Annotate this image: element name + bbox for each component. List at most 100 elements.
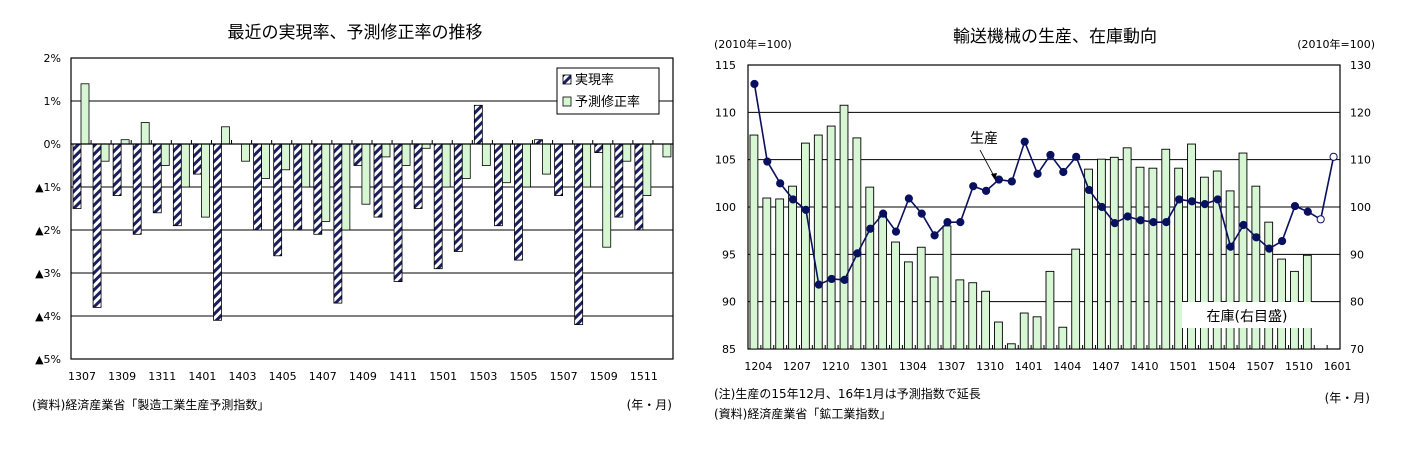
- realized-bar: [112, 143, 122, 196]
- x-tick-label: 1404: [1053, 360, 1081, 373]
- production-point: [1033, 169, 1042, 178]
- right-chart-panel: 輸送機械の生産、在庫動向 (2010年=100) (2010年=100) 115…: [700, 0, 1410, 455]
- production-arrow-icon: [979, 149, 996, 179]
- x-tick-label: 1601: [1324, 360, 1352, 373]
- production-point: [943, 218, 952, 227]
- x-tick-label: 1503: [469, 370, 497, 383]
- inventory-bar: [813, 134, 823, 350]
- inventory-bar: [788, 185, 797, 350]
- production-point: [1123, 212, 1132, 221]
- inventory-bar: [1122, 147, 1132, 350]
- realized-bar: [514, 143, 523, 261]
- revision-bar: [140, 122, 150, 145]
- right-y-tick-label: 110: [1350, 154, 1371, 167]
- realized-bar: [433, 143, 443, 270]
- inventory-bar: [1225, 190, 1235, 350]
- revision-bar: [180, 143, 190, 188]
- production-point: [776, 179, 785, 188]
- inventory-bar: [942, 225, 952, 350]
- x-tick-label: 1311: [148, 370, 176, 383]
- realized-bar: [574, 143, 584, 326]
- production-point: [1007, 177, 1016, 186]
- inventory-bar: [1097, 158, 1106, 350]
- arrowhead-icon: [991, 173, 997, 180]
- left-y-tick-label: 105: [715, 154, 736, 167]
- inventory-label: 在庫(右目盛): [1207, 308, 1288, 325]
- production-point: [956, 218, 965, 227]
- production-point: [827, 274, 836, 284]
- revision-bar: [200, 143, 210, 218]
- inventory-bar: [1199, 176, 1209, 350]
- production-point: [1213, 195, 1222, 204]
- y-tick-label: ▲3%: [35, 267, 61, 280]
- x-tick-label: 1507: [550, 370, 578, 383]
- inventory-bar: [1006, 343, 1016, 350]
- realized-bar: [554, 143, 563, 196]
- right-right-unit: (2010年=100): [1297, 37, 1375, 51]
- revision-bar: [341, 143, 351, 231]
- inventory-bar: [955, 279, 965, 350]
- realized-bar: [72, 143, 82, 209]
- inventory-bar: [749, 134, 759, 350]
- right-y-tick-label: 100: [1350, 201, 1371, 214]
- revision-bar: [582, 143, 592, 188]
- inventory-bar: [1174, 167, 1184, 350]
- revision-bar: [542, 143, 551, 175]
- revision-bar: [642, 143, 652, 196]
- y-tick-label: ▲2%: [35, 224, 61, 237]
- realized-bar: [213, 143, 222, 321]
- realized-bar: [253, 143, 263, 231]
- left-bars: [70, 83, 673, 326]
- x-tick-label: 1407: [309, 370, 337, 383]
- production-point: [994, 175, 1004, 184]
- x-tick-label: 1403: [229, 370, 257, 383]
- x-tick-label: 1401: [1015, 360, 1043, 373]
- inventory-bar: [1058, 326, 1068, 350]
- x-tick-label: 1410: [1131, 360, 1159, 373]
- x-tick-label: 1401: [188, 370, 216, 383]
- y-tick-label: ▲1%: [35, 181, 61, 194]
- legend-label-realized: 実現率: [575, 72, 614, 88]
- production-point: [1097, 202, 1107, 212]
- x-tick-label: 1409: [349, 370, 377, 383]
- inventory-bar: [1071, 248, 1081, 350]
- x-tick-label: 1504: [1208, 360, 1236, 373]
- production-label: 生産: [970, 131, 998, 147]
- x-tick-label: 1307: [68, 370, 96, 383]
- legend-hatch-swatch-icon: [562, 74, 572, 85]
- revision-bar: [501, 143, 511, 184]
- inventory-bar: [929, 276, 939, 350]
- realized-bar: [192, 143, 202, 175]
- realized-bar: [373, 143, 383, 218]
- left-y-tick-label: 115: [715, 59, 736, 72]
- inventory-bar: [1212, 170, 1222, 350]
- production-point: [1072, 152, 1081, 161]
- inventory-bar: [903, 261, 913, 350]
- revision-bar: [281, 143, 291, 171]
- right-y-tick-label: 120: [1350, 106, 1371, 119]
- revision-bar: [261, 143, 271, 179]
- right-x-axis: 1204 1207 1210 1301 1304 1307 1310 1401 1404 1407…: [744, 360, 1351, 373]
- right-y-tick-label: 80: [1350, 296, 1364, 309]
- x-tick-label: 1407: [1092, 360, 1120, 373]
- production-point: [1290, 201, 1300, 211]
- realized-bar: [353, 143, 363, 166]
- x-tick-label: 1307: [937, 360, 965, 373]
- production-point: [891, 227, 901, 236]
- production-point: [853, 249, 862, 258]
- x-tick-label: 1210: [822, 360, 850, 373]
- inventory-bar: [891, 241, 900, 350]
- inventory-bar: [1161, 148, 1171, 350]
- production-point: [814, 280, 823, 289]
- production-point: [1252, 233, 1261, 242]
- revision-bar: [160, 143, 170, 166]
- realized-bar: [172, 143, 182, 227]
- revision-bar: [441, 143, 451, 188]
- right-unit-label: (年・月): [1325, 391, 1370, 405]
- realized-bar: [333, 143, 343, 304]
- production-point: [1059, 167, 1068, 177]
- left-chart-title: 最近の実現率、予測修正率の推移: [228, 23, 483, 43]
- revision-bar: [361, 143, 371, 205]
- production-point: [930, 231, 939, 240]
- y-tick-label: 0%: [44, 138, 61, 151]
